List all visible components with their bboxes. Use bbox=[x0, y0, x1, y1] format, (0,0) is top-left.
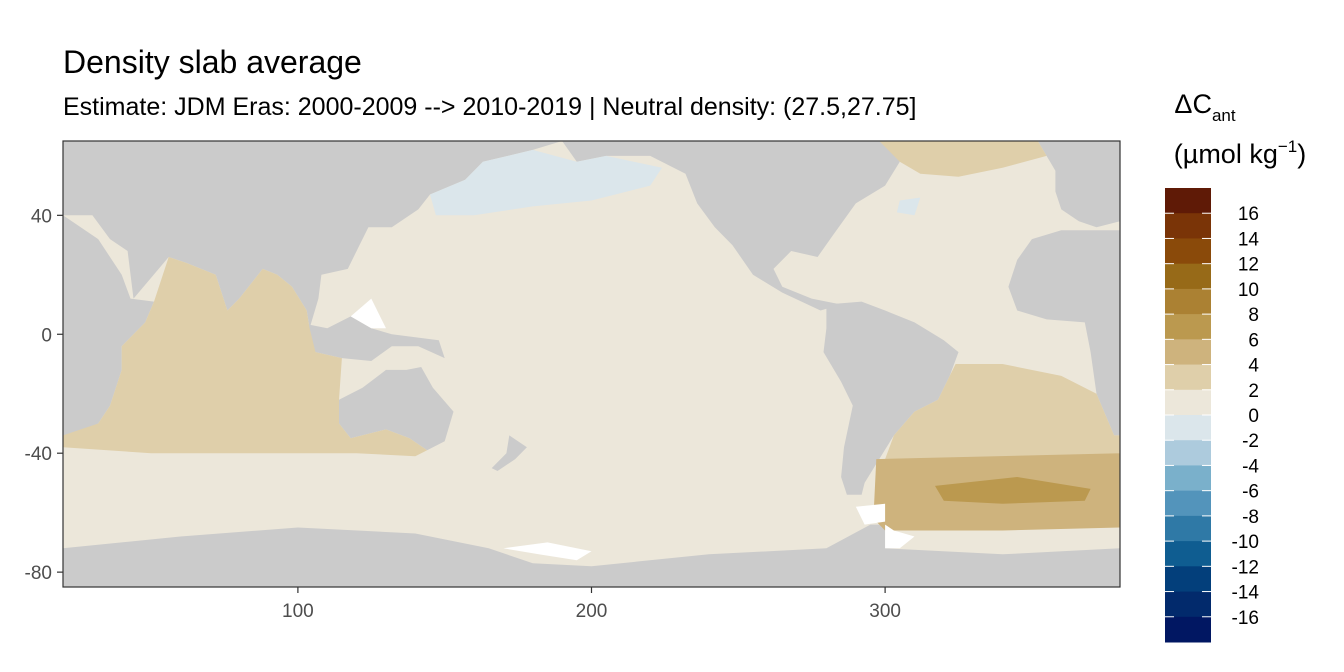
land-africa bbox=[63, 215, 154, 436]
legend: ΔCant (µmol kg−1) 16 14 12 10 8 6 4 2 0 -2 -4 -6 -8 -… bbox=[1165, 89, 1306, 643]
legend-tick-label: 10 bbox=[1238, 280, 1259, 301]
legend-swatch bbox=[1165, 288, 1211, 315]
gap-weddell bbox=[885, 524, 915, 549]
x-tick-label: 200 bbox=[576, 601, 608, 622]
y-tick-label: -40 bbox=[25, 444, 52, 465]
legend-tick-label: 4 bbox=[1248, 356, 1259, 377]
ocean-nordic bbox=[879, 141, 1047, 177]
legend-tick-label: -12 bbox=[1232, 557, 1259, 578]
legend-swatch bbox=[1165, 515, 1211, 542]
legend-swatch bbox=[1165, 440, 1211, 466]
legend-title-line2: (µmol kg−1) bbox=[1174, 137, 1306, 169]
ocean-argentine-core bbox=[935, 477, 1091, 504]
legend-swatch bbox=[1165, 566, 1211, 593]
legend-tick-label: -2 bbox=[1242, 431, 1259, 452]
legend-swatch bbox=[1165, 238, 1211, 265]
x-tick-label: 100 bbox=[282, 601, 314, 622]
land-new-zealand bbox=[491, 435, 527, 471]
legend-swatch bbox=[1165, 616, 1211, 643]
land-africa-west bbox=[1008, 230, 1120, 436]
legend-swatch bbox=[1165, 415, 1211, 441]
legend-swatch bbox=[1165, 314, 1211, 340]
map-layer bbox=[63, 141, 1120, 587]
ocean-labrador-patch bbox=[896, 197, 921, 216]
legend-swatch bbox=[1165, 541, 1211, 567]
legend-tick-label: -8 bbox=[1242, 507, 1259, 528]
legend-swatch bbox=[1165, 188, 1211, 214]
gap-west-pacific bbox=[350, 298, 386, 329]
legend-tick-label: 12 bbox=[1238, 255, 1259, 276]
legend-swatch bbox=[1165, 465, 1211, 492]
land-south-america bbox=[823, 301, 959, 495]
legend-swatch bbox=[1165, 213, 1211, 239]
y-tick-label: -80 bbox=[25, 563, 52, 584]
legend-tick-label: -10 bbox=[1232, 532, 1259, 553]
legend-tick-label: -14 bbox=[1232, 583, 1260, 604]
legend-ticks: 16 14 12 10 8 6 4 2 0 -2 -4 -6 -8 -10 -12 -14 -16 bbox=[1165, 204, 1259, 629]
legend-tick-label: 2 bbox=[1248, 381, 1259, 402]
legend-title-sub: ant bbox=[1212, 106, 1236, 125]
x-tick-label: 300 bbox=[869, 601, 901, 622]
legend-swatch bbox=[1165, 389, 1211, 416]
legend-swatch bbox=[1165, 263, 1211, 290]
ocean-indian bbox=[63, 257, 428, 457]
legend-units-main: (µmol kg bbox=[1174, 139, 1278, 169]
legend-tick-label: -4 bbox=[1242, 456, 1259, 477]
chart-title: Density slab average bbox=[63, 44, 362, 80]
ocean-north-pacific bbox=[430, 149, 662, 216]
legend-tick-label: -6 bbox=[1242, 482, 1259, 503]
legend-tick-label: 14 bbox=[1238, 229, 1260, 250]
y-tick-label: 0 bbox=[41, 325, 52, 346]
land-indonesia bbox=[283, 316, 445, 361]
land-europe-east bbox=[1037, 141, 1120, 228]
y-tick-label: 40 bbox=[31, 206, 52, 227]
legend-swatch bbox=[1165, 339, 1211, 366]
land-antarctica bbox=[63, 524, 1120, 587]
legend-colorbar bbox=[1165, 188, 1211, 643]
land-australia bbox=[339, 367, 454, 451]
land-north-america bbox=[562, 141, 900, 311]
gap-drake bbox=[855, 503, 886, 525]
legend-tick-label: 16 bbox=[1238, 204, 1259, 225]
legend-swatch bbox=[1165, 364, 1211, 391]
legend-units-end: ) bbox=[1297, 139, 1306, 169]
land-eurasia bbox=[63, 141, 563, 329]
legend-units-sup: −1 bbox=[1278, 137, 1297, 156]
legend-title-line1: ΔCant bbox=[1174, 89, 1235, 125]
legend-tick-label: 6 bbox=[1248, 330, 1259, 351]
legend-tick-label: 0 bbox=[1248, 406, 1259, 427]
chart-subtitle: Estimate: JDM Eras: 2000-2009 --> 2010-2… bbox=[63, 93, 917, 121]
legend-tick-label: 8 bbox=[1248, 305, 1259, 326]
legend-swatch bbox=[1165, 591, 1211, 618]
legend-tick-label: -16 bbox=[1232, 608, 1259, 629]
gap-ross bbox=[503, 542, 592, 561]
legend-title-main: ΔC bbox=[1174, 89, 1212, 119]
ocean-south-atlantic bbox=[885, 364, 1120, 466]
legend-swatch bbox=[1165, 490, 1211, 517]
